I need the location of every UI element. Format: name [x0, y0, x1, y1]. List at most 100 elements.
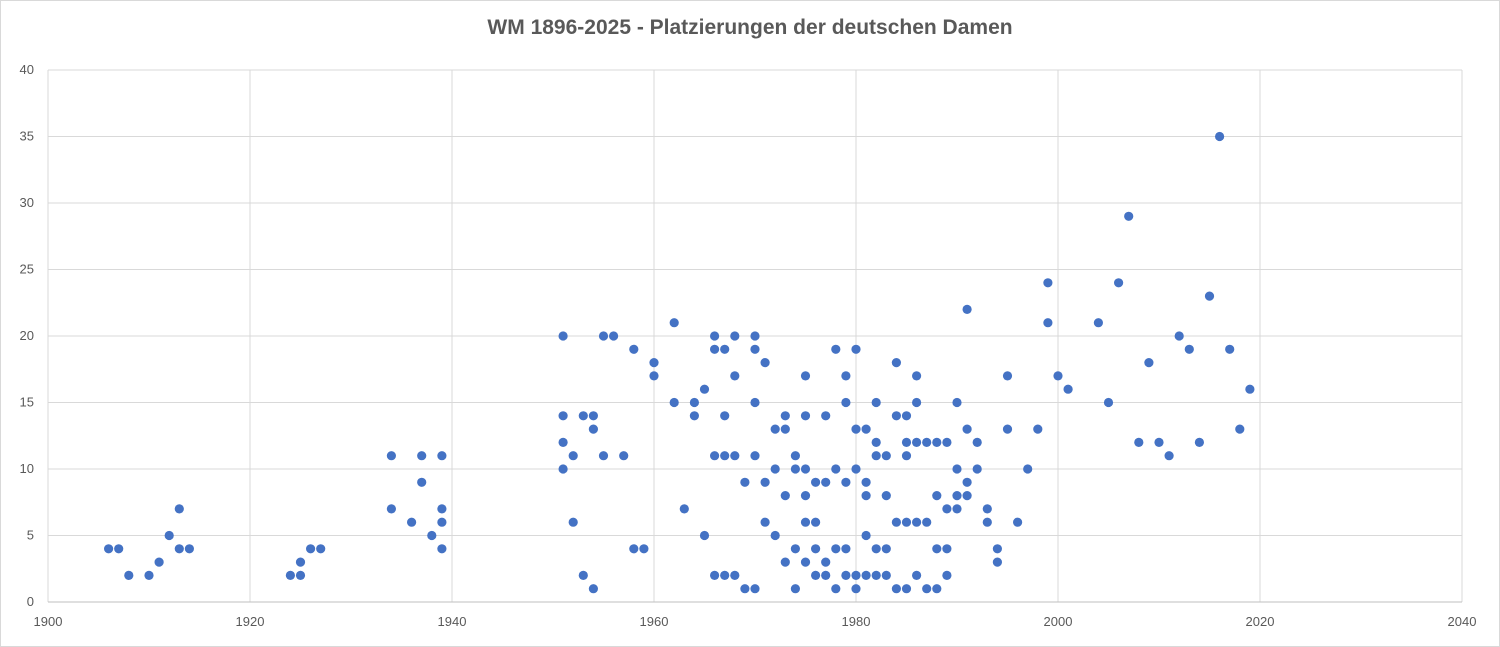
- data-point: [1164, 451, 1174, 461]
- data-point: [770, 530, 780, 541]
- data-point: [831, 544, 841, 554]
- data-point: [962, 491, 972, 501]
- data-point: [750, 397, 760, 408]
- data-point: [174, 504, 184, 514]
- data-point: [912, 371, 922, 381]
- data-point: [881, 451, 891, 461]
- data-point: [912, 570, 922, 581]
- data-point: [720, 570, 730, 581]
- data-point: [427, 530, 437, 541]
- x-tick-label: 1960: [640, 614, 669, 629]
- data-point: [972, 464, 982, 474]
- y-tick-label: 20: [20, 328, 34, 343]
- data-point: [598, 331, 609, 341]
- data-point: [871, 451, 881, 461]
- data-point: [861, 530, 871, 541]
- data-point: [982, 504, 992, 514]
- data-point: [901, 517, 912, 527]
- data-point: [932, 437, 942, 447]
- data-point: [922, 437, 932, 447]
- y-tick-label: 30: [20, 195, 34, 210]
- data-point: [891, 358, 902, 368]
- data-point: [841, 477, 851, 487]
- data-point: [295, 570, 306, 581]
- data-point: [861, 424, 871, 434]
- data-point: [1033, 424, 1043, 434]
- data-point: [437, 517, 447, 527]
- data-point: [710, 570, 720, 581]
- data-point: [790, 451, 801, 461]
- data-point: [992, 557, 1003, 567]
- data-point: [730, 331, 740, 341]
- data-point: [871, 544, 881, 554]
- data-point: [871, 437, 881, 447]
- data-point: [1245, 384, 1255, 394]
- data-point: [720, 411, 730, 421]
- grid-layer: [47, 69, 1463, 602]
- data-point: [417, 451, 427, 461]
- data-point: [588, 424, 599, 434]
- data-point: [588, 584, 599, 594]
- data-point: [982, 517, 992, 527]
- data-point: [861, 491, 871, 501]
- data-point: [780, 491, 790, 501]
- data-point: [871, 397, 881, 408]
- data-point: [891, 517, 902, 527]
- data-point: [881, 544, 891, 554]
- data-point: [1144, 358, 1154, 368]
- y-tick-label: 40: [20, 62, 34, 77]
- data-point: [861, 570, 871, 581]
- tick-labels: 0 5 10 15 20 25 30 35 40 1900 1920 1940 1960 1980 2000…: [20, 62, 1477, 629]
- data-point: [811, 477, 821, 487]
- data-point: [407, 517, 417, 527]
- data-point: [770, 464, 780, 474]
- data-point: [699, 530, 710, 541]
- data-point: [1154, 437, 1164, 447]
- data-point: [942, 504, 952, 514]
- data-point: [790, 544, 801, 554]
- data-point: [841, 371, 851, 381]
- data-point: [750, 584, 760, 594]
- data-point: [437, 504, 447, 514]
- data-point: [578, 570, 588, 581]
- data-point: [316, 544, 326, 554]
- data-point: [952, 397, 962, 408]
- data-point: [800, 517, 811, 527]
- data-point: [174, 544, 184, 554]
- data-point: [800, 557, 811, 567]
- y-tick-label: 0: [27, 594, 34, 609]
- data-point: [1204, 291, 1215, 301]
- data-point: [558, 464, 568, 474]
- data-point: [417, 477, 427, 487]
- data-point: [740, 477, 750, 487]
- data-point: [437, 544, 447, 554]
- data-point: [790, 464, 801, 474]
- data-point: [649, 358, 659, 368]
- data-point: [932, 544, 942, 554]
- data-point: [962, 477, 972, 487]
- data-point: [306, 544, 316, 554]
- data-point: [942, 570, 952, 581]
- data-point: [851, 570, 861, 581]
- data-point: [710, 344, 720, 354]
- data-point: [568, 517, 578, 527]
- data-point: [901, 451, 912, 461]
- data-point: [144, 570, 154, 581]
- data-point: [184, 544, 194, 554]
- data-point: [760, 477, 770, 487]
- data-point: [558, 437, 568, 447]
- data-point: [114, 544, 124, 554]
- data-point: [689, 411, 700, 421]
- data-point: [831, 464, 841, 474]
- data-point: [629, 544, 639, 554]
- x-tick-label: 2000: [1044, 614, 1073, 629]
- data-point: [851, 584, 861, 594]
- y-tick-label: 35: [20, 129, 34, 144]
- data-point: [780, 557, 790, 567]
- data-point: [1043, 318, 1053, 328]
- data-point: [669, 397, 679, 408]
- data-point: [780, 411, 790, 421]
- data-points: [104, 131, 1255, 594]
- data-point: [558, 411, 568, 421]
